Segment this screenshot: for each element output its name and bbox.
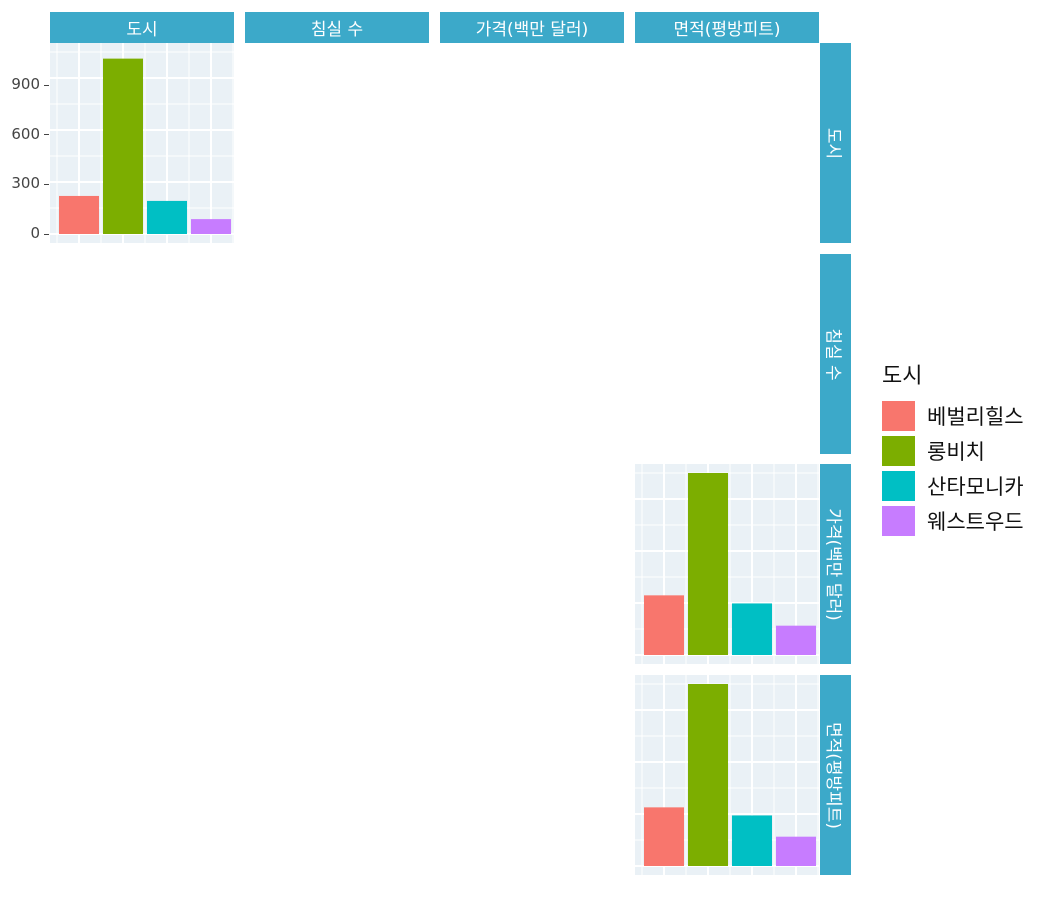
y-tick-label: 300 — [11, 174, 40, 193]
bar-chart-city — [50, 43, 234, 243]
y-tick-label: 600 — [11, 124, 40, 143]
legend-key — [882, 400, 915, 431]
legend-item: 웨스트우드 — [882, 503, 1024, 538]
col-strip-area: 면적(평방피트) — [635, 12, 819, 43]
col-strip-label: 면적(평방피트) — [673, 20, 781, 40]
legend-title: 도시 — [882, 364, 923, 389]
row-strip-label: 도시 — [823, 127, 843, 159]
row-strip-label: 면적(평방피트) — [823, 721, 844, 829]
panel-price-area — [635, 464, 819, 664]
legend-item: 베벌리힐스 — [882, 398, 1024, 433]
row-strip-label: 침실 수 — [823, 327, 844, 381]
y-tick-mark — [44, 84, 49, 86]
bar-4 — [191, 219, 231, 234]
bar-chart-price — [635, 464, 819, 664]
row-strip-bedrooms: 침실 수 — [820, 254, 851, 454]
bar-3 — [732, 815, 772, 866]
bar-3 — [147, 200, 187, 234]
row-strip-area: 면적(평방피트) — [820, 675, 851, 875]
y-tick-label: 900 — [11, 75, 40, 94]
col-strip-city: 도시 — [50, 12, 234, 43]
bar-2 — [688, 473, 728, 655]
bar-4 — [776, 836, 816, 866]
bar-1 — [644, 807, 684, 866]
bar-2 — [103, 58, 143, 235]
legend-label: 베벌리힐스 — [927, 404, 1024, 429]
col-strip-label: 가격(백만 달러) — [475, 20, 589, 40]
bar-2 — [688, 684, 728, 866]
legend-key — [882, 470, 915, 501]
row-strip-price: 가격(백만 달러) — [820, 464, 851, 664]
legend-label: 웨스트우드 — [927, 509, 1024, 534]
row-strip-city: 도시 — [820, 43, 851, 243]
col-strip-label: 침실 수 — [310, 20, 364, 40]
legend-label: 산타모니카 — [927, 474, 1024, 499]
bar-chart-area — [635, 675, 819, 875]
row-strip-label: 가격(백만 달러) — [823, 507, 844, 621]
col-strip-price: 가격(백만 달러) — [440, 12, 624, 43]
panel-area-area — [635, 675, 819, 875]
y-tick-label: 0 — [30, 224, 40, 242]
bar-1 — [644, 595, 684, 655]
bar-1 — [59, 195, 99, 234]
legend-key — [882, 505, 915, 536]
panel-city-city — [50, 43, 234, 243]
y-tick-mark — [44, 134, 49, 136]
bar-4 — [776, 625, 816, 655]
legend-item: 산타모니카 — [882, 468, 1024, 503]
legend-key — [882, 435, 915, 466]
bar-3 — [732, 603, 772, 655]
legend-label: 롱비치 — [927, 439, 985, 464]
y-tick-mark — [44, 233, 49, 235]
col-strip-label: 도시 — [126, 20, 158, 40]
y-tick-mark — [44, 183, 49, 185]
col-strip-bedrooms: 침실 수 — [245, 12, 429, 43]
legend-item: 롱비치 — [882, 433, 1024, 468]
